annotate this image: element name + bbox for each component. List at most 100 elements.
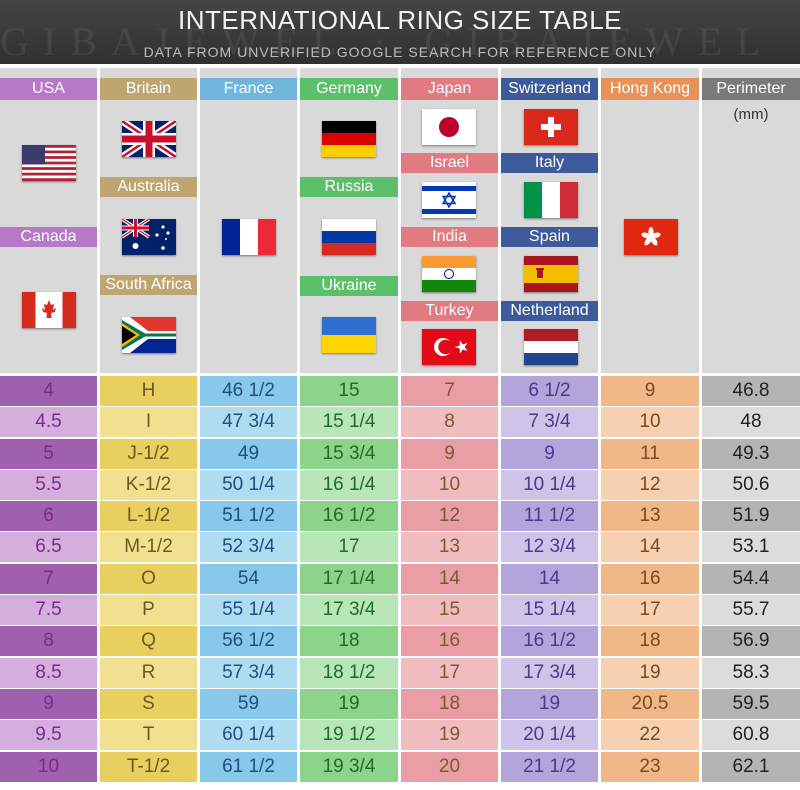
table-cell: 10 <box>0 751 97 782</box>
perimeter-unit: (mm) <box>733 106 769 123</box>
column-header-france: France <box>200 78 297 100</box>
table-cell: 5.5 <box>0 469 97 500</box>
table-cell: 6 <box>0 501 97 532</box>
table-cell: 59.5 <box>702 688 800 719</box>
table-cell: 49.3 <box>702 438 800 469</box>
russia-flag-icon <box>322 219 376 255</box>
column-header-germany: Germany <box>300 78 398 100</box>
table-cell: J-1/2 <box>100 438 197 469</box>
perimeter-column-bg <box>702 68 800 373</box>
table-cell: 47 3/4 <box>200 407 297 438</box>
table-cell: 16 1/2 <box>300 501 398 532</box>
table-cell: 6.5 <box>0 532 97 563</box>
table-row: 6 L-1/2 51 1/2 16 1/2 12 11 1/2 13 51.9 <box>0 501 800 532</box>
table-cell: T-1/2 <box>100 751 197 782</box>
table-cell: 9 <box>0 688 97 719</box>
hong-kong-flag-icon <box>624 219 678 255</box>
sublabel-ukraine: Ukraine <box>300 276 398 296</box>
italy-flag-icon <box>524 182 578 218</box>
sublabel-india: India <box>401 227 498 247</box>
table-cell: 14 <box>601 532 699 563</box>
table-cell: 18 <box>401 688 498 719</box>
table-cell: 13 <box>401 532 498 563</box>
table-cell: 17 3/4 <box>501 657 598 688</box>
page-subtitle: DATA FROM UNVERIFIED GOOGLE SEARCH FOR R… <box>143 44 657 60</box>
table-cell: 61 1/2 <box>200 751 297 782</box>
table-row: 8 Q 56 1/2 18 16 16 1/2 18 56.9 <box>0 626 800 657</box>
sublabel-turkey: Turkey <box>401 301 498 321</box>
sublabel-russia: Russia <box>300 177 398 197</box>
table-cell: 9 <box>501 438 598 469</box>
israel-flag-icon <box>422 182 476 218</box>
table-cell: 54.4 <box>702 563 800 594</box>
table-cell: 7.5 <box>0 595 97 626</box>
table-row: 9.5 T 60 1/4 19 1/2 19 20 1/4 22 60.8 <box>0 720 800 751</box>
table-cell: 51 1/2 <box>200 501 297 532</box>
sublabel-italy: Italy <box>501 153 598 173</box>
ring-size-table: 4 H 46 1/2 15 7 6 1/2 9 46.8 4.5 I 47 3/4 15 1/4 8 7 … <box>0 376 800 783</box>
spain-flag-icon <box>524 256 578 292</box>
table-row: 10 T-1/2 61 1/2 19 3/4 20 21 1/2 23 62.1 <box>0 751 800 783</box>
table-cell: 17 1/4 <box>300 563 398 594</box>
column-header-japan: Japan <box>401 78 498 100</box>
table-cell: Q <box>100 626 197 657</box>
table-cell: 46.8 <box>702 376 800 406</box>
table-cell: R <box>100 657 197 688</box>
table-cell: 16 1/4 <box>300 469 398 500</box>
table-cell: 17 <box>300 532 398 563</box>
table-cell: 18 1/2 <box>300 657 398 688</box>
table-cell: 8 <box>401 407 498 438</box>
table-cell: M-1/2 <box>100 532 197 563</box>
table-row: 4.5 I 47 3/4 15 1/4 8 7 3/4 10 48 <box>0 407 800 438</box>
table-cell: 15 1/4 <box>501 595 598 626</box>
australia-flag-icon <box>122 219 176 255</box>
header-banner: GIBAJEWEL · GIBAJEWEL · GIBAJEWEL INTERN… <box>0 0 800 64</box>
table-cell: 11 1/2 <box>501 501 598 532</box>
table-cell: 11 <box>601 438 699 469</box>
table-cell: L-1/2 <box>100 501 197 532</box>
uk-flag-icon <box>122 121 176 157</box>
table-cell: 53.1 <box>702 532 800 563</box>
switzerland-flag-icon <box>524 109 578 145</box>
table-row: 9 S 59 19 18 19 20.5 59.5 <box>0 688 800 720</box>
table-cell: 15 <box>401 595 498 626</box>
table-cell: 19 <box>601 657 699 688</box>
table-cell: 49 <box>200 438 297 469</box>
table-cell: 20.5 <box>601 688 699 719</box>
table-cell: 52 3/4 <box>200 532 297 563</box>
table-cell: 19 3/4 <box>300 751 398 782</box>
table-cell: 15 3/4 <box>300 438 398 469</box>
table-row: 7 O 54 17 1/4 14 14 16 54.4 <box>0 563 800 595</box>
table-cell: T <box>100 720 197 751</box>
table-cell: 51.9 <box>702 501 800 532</box>
table-cell: 4 <box>0 376 97 406</box>
table-cell: 15 1/4 <box>300 407 398 438</box>
table-cell: 55 1/4 <box>200 595 297 626</box>
netherlands-flag-icon <box>524 329 578 365</box>
sublabel-netherland: Netherland <box>501 301 598 321</box>
table-cell: 57 3/4 <box>200 657 297 688</box>
table-cell: 12 <box>601 469 699 500</box>
sublabel-spain: Spain <box>501 227 598 247</box>
table-cell: 6 1/2 <box>501 376 598 406</box>
table-cell: 7 3/4 <box>501 407 598 438</box>
sublabel-israel: Israel <box>401 153 498 173</box>
table-row: 5.5 K-1/2 50 1/4 16 1/4 10 10 1/4 12 50.6 <box>0 469 800 501</box>
table-cell: 54 <box>200 563 297 594</box>
table-cell: 9 <box>401 438 498 469</box>
table-row: 7.5 P 55 1/4 17 3/4 15 15 1/4 17 55.7 <box>0 595 800 626</box>
table-cell: 18 <box>601 626 699 657</box>
ukraine-flag-icon <box>322 317 376 353</box>
table-cell: 8 <box>0 626 97 657</box>
india-flag-icon <box>422 256 476 292</box>
table-cell: 23 <box>601 751 699 782</box>
table-cell: S <box>100 688 197 719</box>
table-cell: 16 <box>601 563 699 594</box>
table-cell: 8.5 <box>0 657 97 688</box>
table-cell: 62.1 <box>702 751 800 782</box>
table-cell: 19 <box>501 688 598 719</box>
table-cell: 55.7 <box>702 595 800 626</box>
table-cell: 60.8 <box>702 720 800 751</box>
table-cell: P <box>100 595 197 626</box>
